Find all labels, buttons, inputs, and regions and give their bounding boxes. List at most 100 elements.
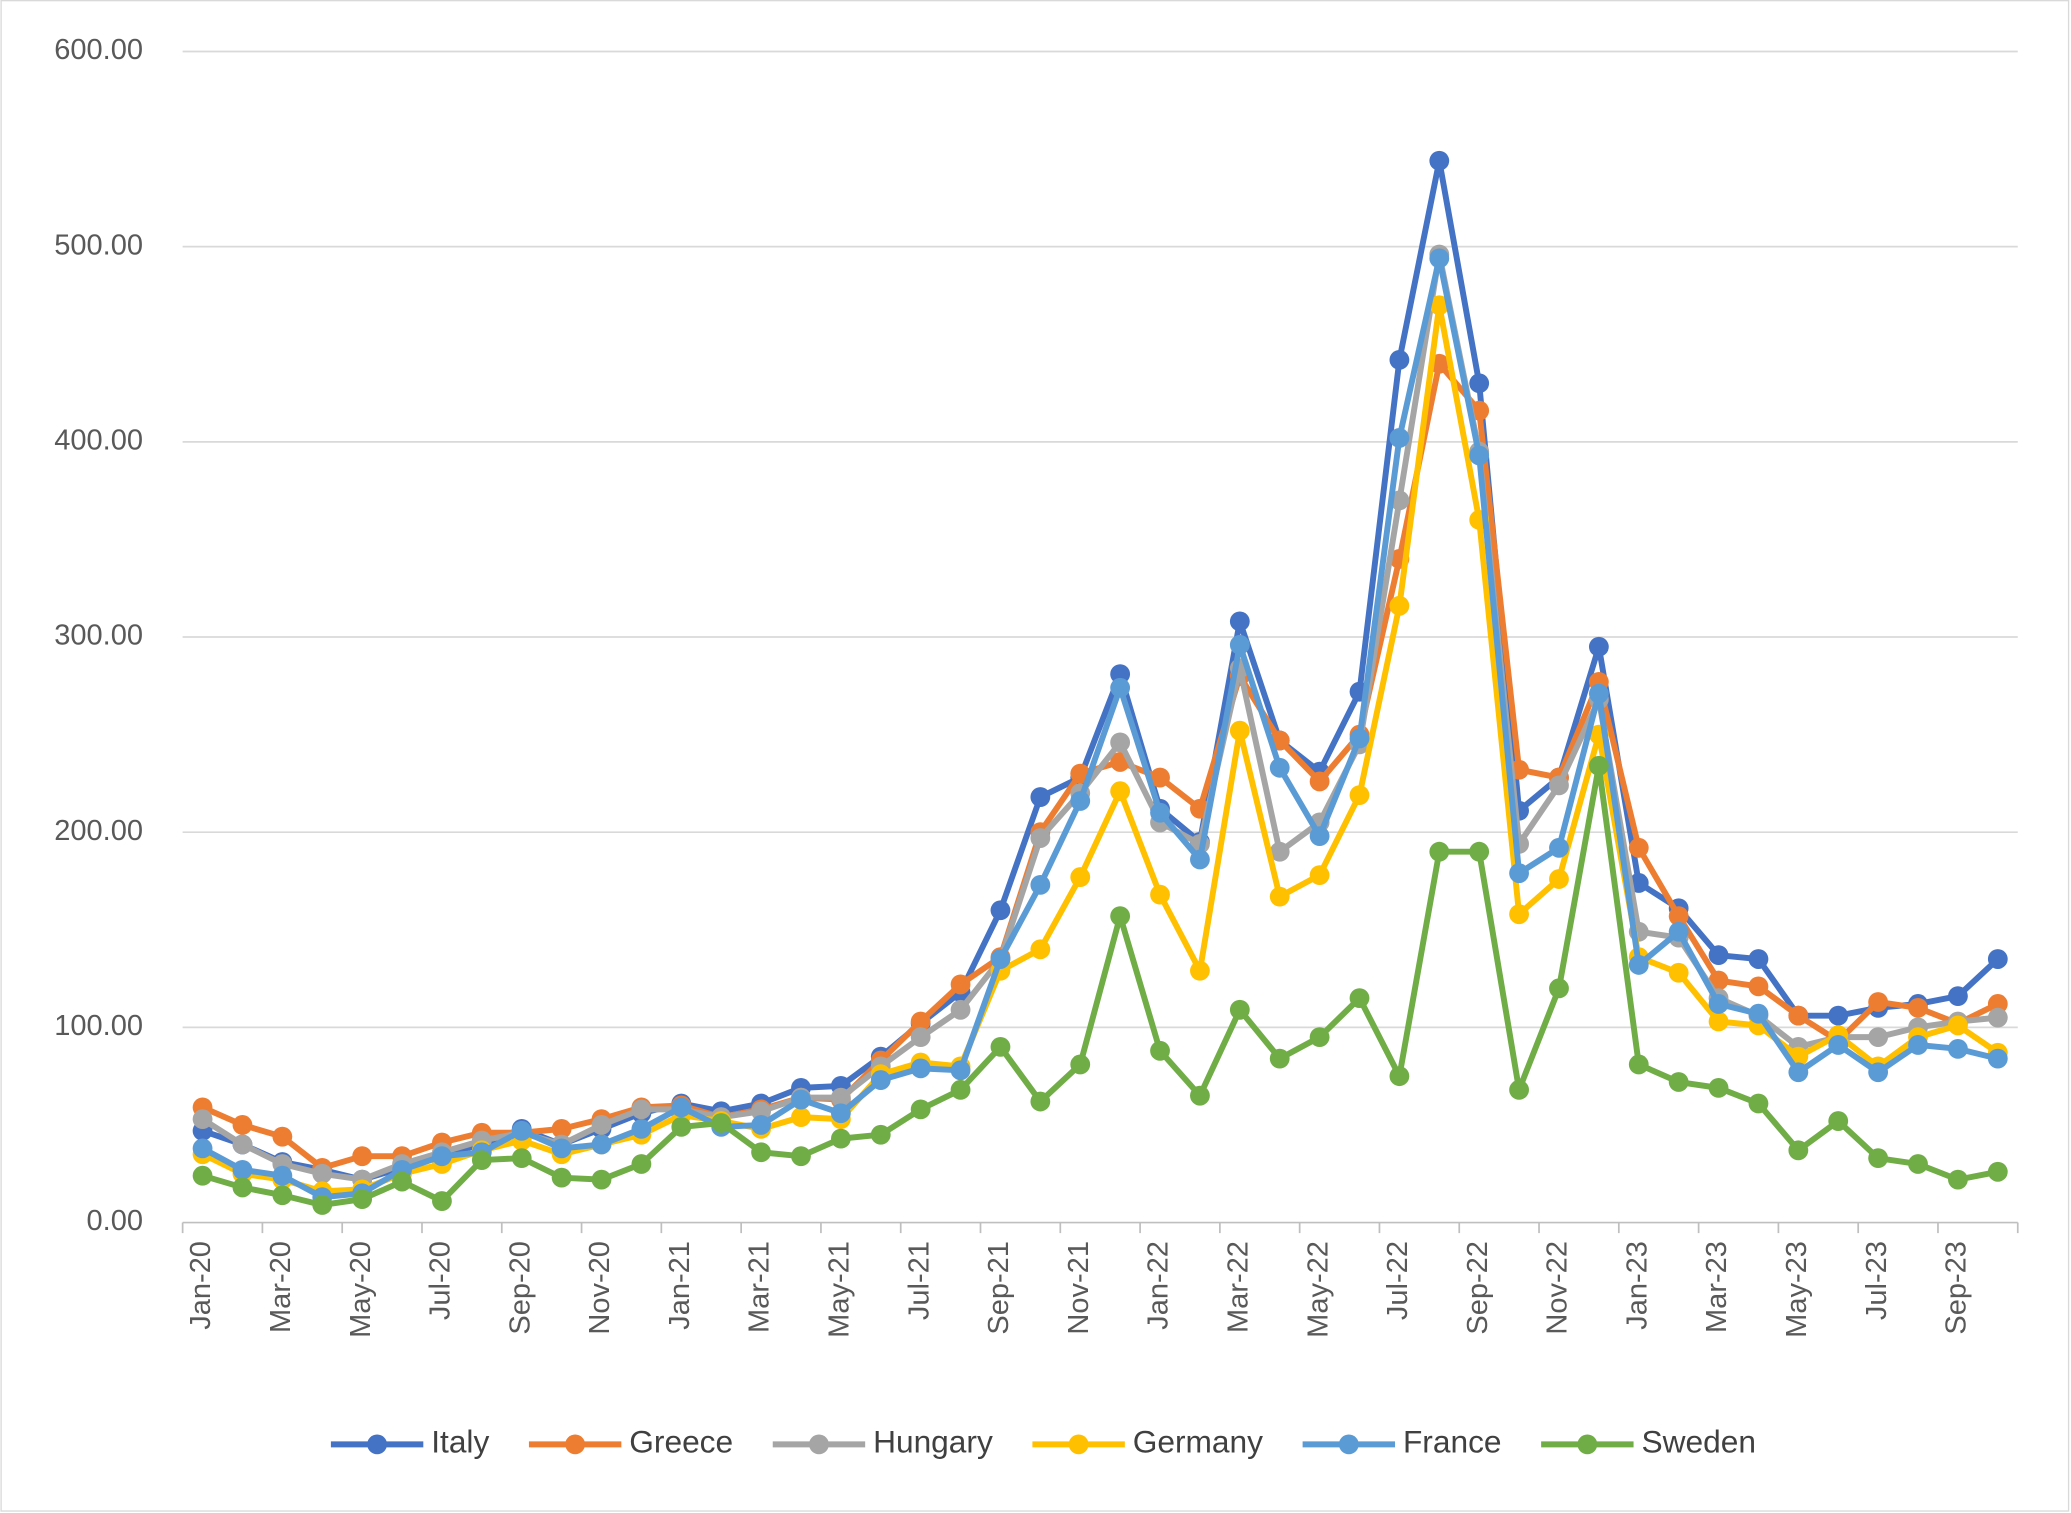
data-point xyxy=(1030,1091,1051,1112)
data-point xyxy=(1668,1072,1689,1092)
data-point xyxy=(1309,826,1330,846)
data-point xyxy=(1070,867,1091,887)
legend-swatch-marker xyxy=(565,1434,586,1455)
data-point xyxy=(312,1163,333,1184)
data-point xyxy=(791,1089,811,1110)
data-point xyxy=(192,1109,213,1130)
data-point xyxy=(1908,997,1928,1018)
legend-label: Greece xyxy=(629,1424,733,1460)
data-point xyxy=(1030,874,1051,895)
legend-swatch-marker xyxy=(1577,1434,1598,1455)
data-point xyxy=(1549,869,1569,889)
data-point xyxy=(1030,787,1051,807)
data-point xyxy=(830,1087,851,1108)
x-tick-label: Mar-21 xyxy=(744,1241,776,1333)
data-point xyxy=(1110,732,1131,753)
data-point xyxy=(392,1171,412,1192)
x-tick-label: Nov-20 xyxy=(584,1241,616,1335)
data-point xyxy=(1229,999,1250,1020)
data-point xyxy=(1309,1027,1330,1048)
data-point xyxy=(232,1134,253,1155)
data-point xyxy=(1748,1093,1769,1114)
data-point xyxy=(1150,884,1170,905)
data-point xyxy=(631,1154,652,1174)
data-point xyxy=(1987,1161,2008,1182)
data-point xyxy=(1788,1062,1809,1083)
legend-label: Italy xyxy=(431,1424,489,1460)
data-point xyxy=(1309,771,1330,792)
legend-label: France xyxy=(1403,1424,1502,1460)
data-point xyxy=(990,900,1011,921)
y-tick-label: 200.00 xyxy=(54,815,143,847)
legend-swatch-marker xyxy=(809,1434,829,1455)
data-point xyxy=(711,1113,732,1133)
data-point xyxy=(1269,886,1290,907)
data-point xyxy=(1429,295,1450,316)
data-point xyxy=(990,1036,1011,1057)
data-point xyxy=(551,1167,572,1188)
x-tick-label: Nov-22 xyxy=(1542,1241,1574,1335)
data-point xyxy=(511,1148,532,1169)
legend-swatch-marker xyxy=(367,1434,388,1455)
data-point xyxy=(910,1099,931,1120)
data-point xyxy=(352,1146,373,1167)
data-point xyxy=(1469,445,1490,466)
data-point xyxy=(551,1118,572,1139)
data-point xyxy=(1549,978,1569,999)
data-point xyxy=(950,1079,971,1100)
data-point xyxy=(1229,634,1250,655)
data-point xyxy=(352,1189,373,1210)
data-point xyxy=(1748,976,1769,997)
legend-swatch-marker xyxy=(1068,1434,1089,1455)
x-tick-label: Sep-21 xyxy=(983,1241,1015,1335)
y-tick-label: 600.00 xyxy=(54,34,143,66)
data-point xyxy=(1987,949,2008,969)
data-point xyxy=(1948,986,1968,1007)
data-point xyxy=(631,1099,652,1120)
data-point xyxy=(1110,664,1131,685)
data-point xyxy=(1349,785,1370,806)
series-line xyxy=(201,302,2000,1195)
data-point xyxy=(910,1027,931,1048)
data-point xyxy=(1948,1169,1968,1190)
data-point xyxy=(1269,757,1290,778)
data-point xyxy=(272,1126,293,1147)
data-point xyxy=(1788,1140,1809,1161)
y-tick-label: 0.00 xyxy=(86,1205,143,1237)
data-point xyxy=(1150,1040,1170,1061)
data-point xyxy=(1588,755,1609,776)
data-point xyxy=(1549,775,1569,796)
data-point xyxy=(950,974,971,995)
data-point xyxy=(1948,1038,1968,1059)
data-point xyxy=(1389,349,1410,370)
data-point xyxy=(1509,904,1529,925)
data-point xyxy=(830,1128,851,1149)
data-point xyxy=(1788,1005,1809,1026)
data-point xyxy=(910,1058,931,1079)
legend-label: Germany xyxy=(1133,1424,1263,1460)
data-point xyxy=(1628,955,1649,975)
y-tick-label: 400.00 xyxy=(54,425,143,457)
data-point xyxy=(1828,1111,1849,1131)
data-point xyxy=(1509,1079,1529,1100)
x-tick-label: Jan-23 xyxy=(1621,1241,1653,1330)
data-point xyxy=(272,1185,293,1206)
data-point xyxy=(1987,994,2008,1014)
data-point xyxy=(471,1150,492,1170)
data-point xyxy=(1469,373,1490,394)
x-tick-label: Mar-22 xyxy=(1222,1241,1254,1333)
x-tick-label: Sep-22 xyxy=(1462,1241,1494,1335)
data-point xyxy=(1469,841,1490,862)
data-point xyxy=(1229,611,1250,632)
data-point xyxy=(1948,1015,1968,1036)
data-point xyxy=(232,1177,253,1198)
data-point xyxy=(1110,677,1131,698)
data-point xyxy=(671,1117,692,1137)
data-point xyxy=(1349,728,1370,749)
data-point xyxy=(1868,1062,1889,1083)
data-point xyxy=(1190,1085,1210,1106)
data-point xyxy=(232,1115,253,1135)
x-tick-label: Jul-21 xyxy=(903,1241,935,1320)
